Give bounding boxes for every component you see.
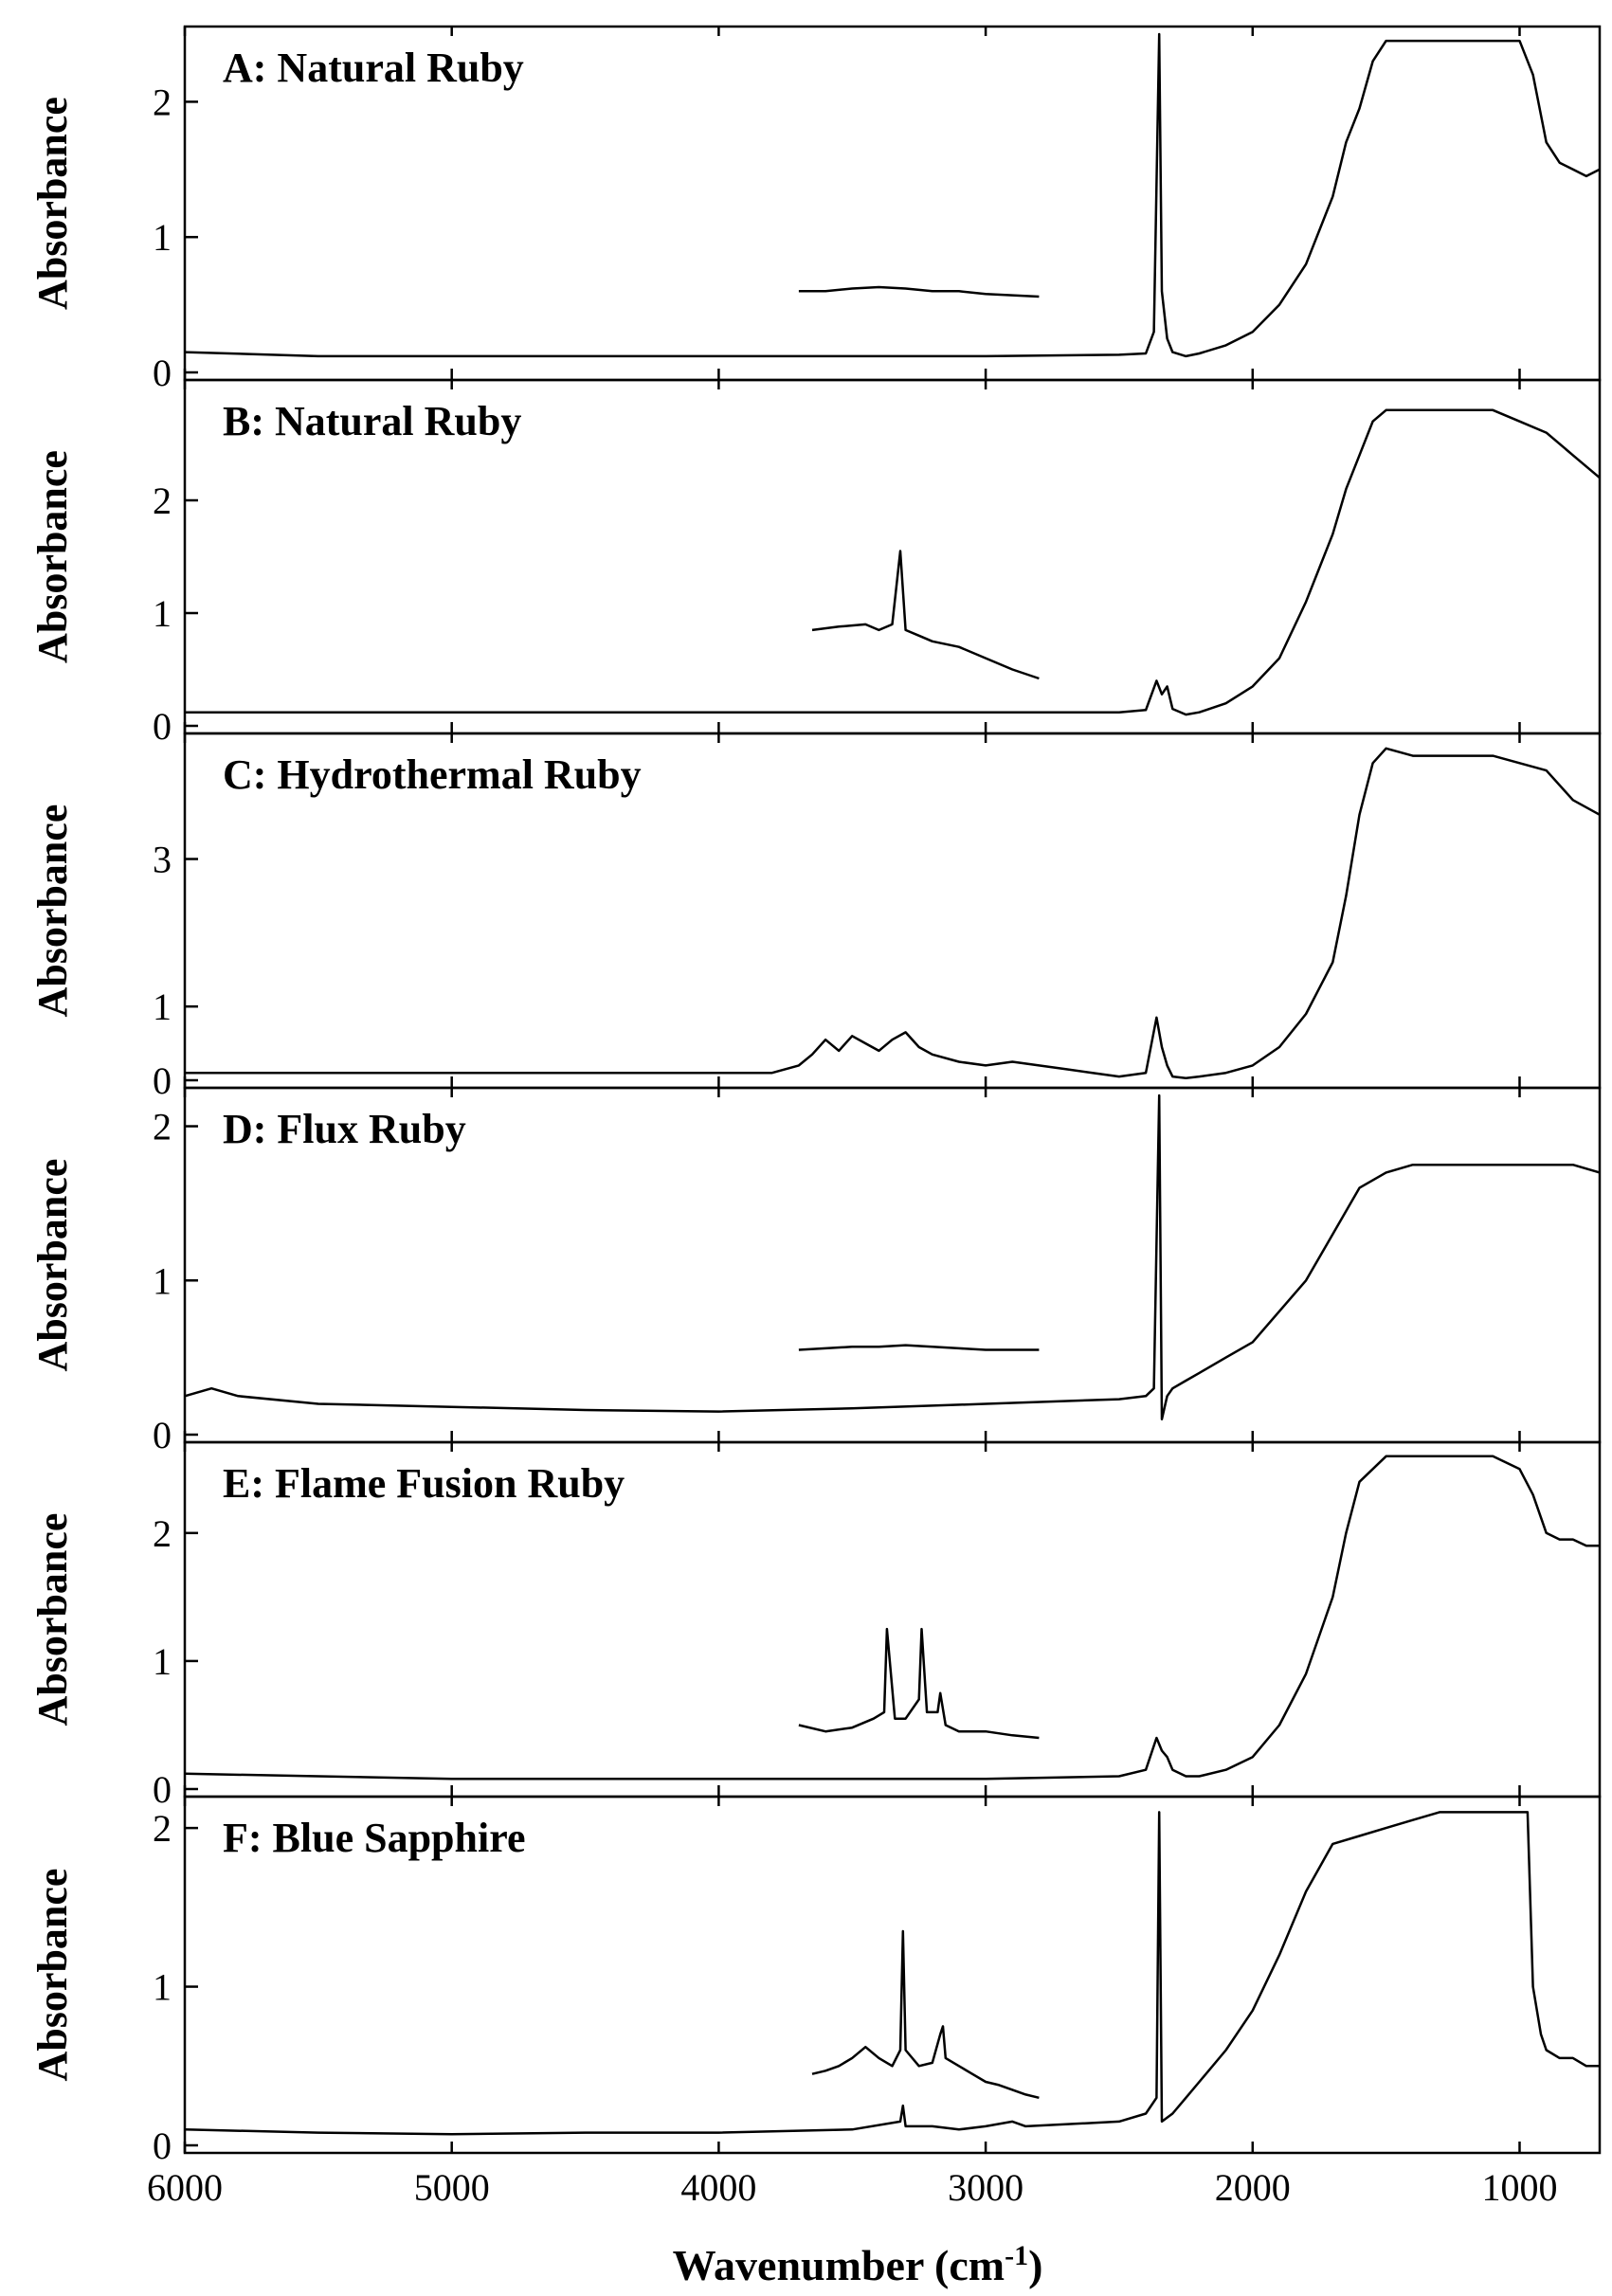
y-tick-label: 2 xyxy=(153,81,172,123)
x-tick-label: 3000 xyxy=(948,2166,1023,2209)
y-axis-label: Absorbance xyxy=(29,97,76,310)
x-axis: Wavenumber (cm-1) 6000 5000 4000 3000 2000 10… xyxy=(147,2166,1557,2289)
panel-c: 0 1 3 Absorbance C: Hydrothermal Ruby xyxy=(29,732,1602,1102)
spectrum-line xyxy=(184,1455,1600,1781)
x-axis-label-main: Wavenumber (cm xyxy=(673,2241,1005,2289)
spectrum-inset-line xyxy=(811,550,1040,680)
y-tick-label: 0 xyxy=(153,705,172,748)
x-tick-label: 5000 xyxy=(414,2166,490,2209)
spectrum-line xyxy=(184,1811,1600,2136)
x-tick-label: 1000 xyxy=(1481,2166,1557,2209)
y-axis-label: Absorbance xyxy=(29,450,76,663)
spectrum-inset-line xyxy=(798,1344,1040,1351)
y-tick-label: 2 xyxy=(153,479,172,522)
y-tick-label: 0 xyxy=(153,1768,172,1811)
y-axis-label: Absorbance xyxy=(29,805,76,1018)
y-tick-label: 1 xyxy=(153,1966,172,2009)
panel-label: F: Blue Sapphire xyxy=(223,1815,525,1861)
spectrum-inset-line xyxy=(811,1929,1040,2100)
y-tick-label: 3 xyxy=(153,839,172,881)
y-tick-label: 1 xyxy=(153,592,172,635)
spectrum-line xyxy=(185,747,1601,1079)
y-tick-label: 0 xyxy=(153,2124,172,2167)
x-axis-label-suffix: ) xyxy=(1028,2241,1042,2289)
panel-label: B: Natural Ruby xyxy=(223,398,521,444)
panel-f: 0 1 2 Absorbance F: Blue Sapphire xyxy=(29,1795,1602,2167)
x-axis-label-superscript: -1 xyxy=(1005,2240,1028,2271)
x-tick-label: 6000 xyxy=(147,2166,223,2209)
y-tick-label: 1 xyxy=(153,216,172,259)
y-tick-label: 2 xyxy=(153,1512,172,1555)
y-axis-label: Absorbance xyxy=(29,1513,76,1727)
spectrum-line xyxy=(184,32,1601,358)
y-tick-label: 1 xyxy=(153,985,172,1028)
x-axis-label: Wavenumber (cm-1) xyxy=(673,2240,1043,2290)
x-tick-label: 2000 xyxy=(1215,2166,1291,2209)
y-axis-label: Absorbance xyxy=(29,1159,76,1372)
panel-label: D: Flux Ruby xyxy=(223,1106,466,1152)
panel-label: E: Flame Fusion Ruby xyxy=(223,1460,625,1507)
spectrum-line xyxy=(184,1094,1601,1420)
panel-frame xyxy=(183,1795,1602,2155)
y-axis-label: Absorbance xyxy=(29,1869,76,2082)
panel-d: 0 1 2 Absorbance D: Flux Ruby xyxy=(29,1086,1602,1456)
y-tick-label: 1 xyxy=(153,1640,172,1683)
spectrum-line xyxy=(185,408,1601,716)
panel-a: 0 1 2 Absorbance A: Natural Ruby xyxy=(29,25,1602,394)
y-tick-label: 0 xyxy=(153,1414,172,1456)
y-tick-label: 0 xyxy=(153,1059,172,1102)
panel-label: A: Natural Ruby xyxy=(223,45,524,91)
x-tick-label: 4000 xyxy=(680,2166,756,2209)
y-tick-label: 2 xyxy=(153,1106,172,1148)
y-tick-label: 1 xyxy=(153,1259,172,1302)
spectrum-inset-line xyxy=(798,285,1040,298)
panel-e: 0 1 2 Absorbance E: Flame Fusion Ruby xyxy=(29,1440,1602,1811)
y-tick-label: 2 xyxy=(153,1807,172,1850)
panel-label: C: Hydrothermal Ruby xyxy=(223,751,642,798)
spectrum-inset-line xyxy=(798,1627,1040,1740)
panels-layer: 0 1 2 Absorbance A: Natural Ruby 0 1 2 Absorbanc… xyxy=(29,25,1602,2167)
panel-b: 0 1 2 Absorbance B: Natural Ruby xyxy=(29,378,1602,748)
y-tick-label: 0 xyxy=(153,352,172,394)
